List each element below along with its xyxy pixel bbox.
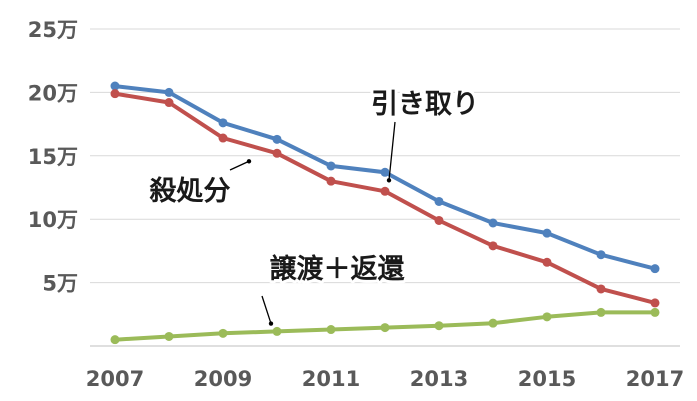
y-tick-label: 5万	[42, 272, 78, 296]
x-tick-label: 2017	[626, 367, 684, 391]
data-point	[326, 325, 336, 335]
data-point	[488, 218, 498, 228]
y-tick-label: 20万	[28, 81, 78, 105]
data-point	[542, 312, 552, 322]
data-point	[596, 307, 606, 317]
annotation-leader-line	[388, 121, 396, 181]
data-point	[380, 323, 390, 333]
data-point	[272, 148, 282, 158]
data-point	[326, 176, 336, 186]
annotation-label: 殺処分	[150, 175, 231, 207]
data-point	[596, 250, 606, 260]
data-point	[218, 118, 228, 128]
data-point	[110, 89, 120, 99]
x-tick-label: 2009	[194, 367, 252, 391]
x-tick-label: 2013	[410, 367, 468, 391]
annotation-leader-dot	[246, 159, 252, 164]
data-point	[110, 81, 120, 91]
data-point	[650, 298, 660, 308]
data-point	[434, 321, 444, 331]
data-point	[650, 307, 660, 317]
x-tick-label: 2007	[86, 367, 144, 391]
annotation-leader-line	[261, 295, 272, 324]
annotation-leader-line	[229, 160, 250, 171]
y-tick-label: 10万	[28, 208, 78, 232]
y-tick-label: 15万	[28, 145, 78, 169]
annotation-label: 譲渡＋返還	[270, 253, 406, 285]
data-point	[650, 264, 660, 274]
annotation-label: 引き取り	[371, 89, 479, 120]
data-point	[272, 134, 282, 144]
data-point	[326, 161, 336, 171]
data-point	[542, 257, 552, 267]
axes: 5万 10万 15万 20万 25万 2007 2009 2011 2013 2015 2017	[28, 18, 684, 391]
data-point	[488, 318, 498, 328]
x-tick-label: 2015	[518, 367, 576, 391]
data-point	[380, 186, 390, 196]
data-point	[218, 328, 228, 338]
data-point	[542, 228, 552, 238]
data-point	[596, 284, 606, 294]
data-point	[380, 167, 390, 177]
data-point	[434, 196, 444, 206]
data-point	[434, 215, 444, 225]
data-point	[272, 326, 282, 336]
annotation-leader-dot	[386, 178, 392, 183]
data-point	[488, 241, 498, 251]
gridlines	[90, 28, 680, 284]
series-lines	[110, 81, 660, 345]
data-point	[164, 87, 174, 97]
data-point	[164, 331, 174, 341]
y-tick-label: 25万	[28, 18, 78, 42]
data-point	[164, 98, 174, 108]
x-tick-label: 2011	[302, 367, 360, 391]
data-point	[218, 133, 228, 143]
data-point	[110, 335, 120, 345]
annotation-leader-dot	[268, 321, 274, 326]
